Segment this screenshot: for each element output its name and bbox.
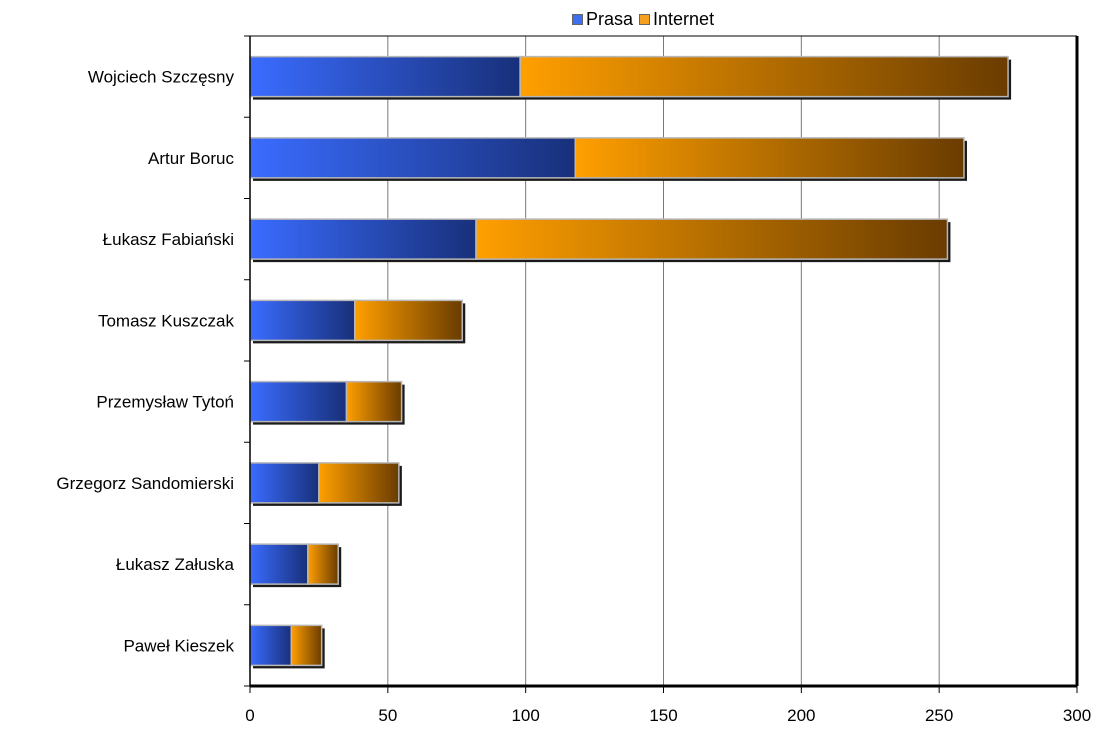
bar-prasa-3 — [249, 299, 356, 342]
x-tick-label: 250 — [925, 706, 953, 725]
y-tick-label: Artur Boruc — [148, 149, 234, 168]
bar-internet-4 — [345, 380, 403, 423]
x-tick-label: 50 — [378, 706, 397, 725]
x-tick-label: 0 — [245, 706, 254, 725]
bar-prasa-5 — [249, 462, 320, 504]
y-tick-label: Grzegorz Sandomierski — [56, 474, 234, 493]
bar-internet-6 — [307, 543, 339, 585]
y-axis-labels: Wojciech Szczęsny Artur Boruc Łukasz Fabia… — [56, 68, 234, 656]
bar-internet-2 — [475, 218, 949, 260]
bar-prasa-7 — [249, 624, 293, 667]
legend-item-prasa: Prasa — [572, 9, 633, 30]
bars — [249, 55, 1009, 667]
legend-swatch-prasa — [572, 13, 583, 25]
y-tick-label: Tomasz Kuszczak — [98, 311, 235, 330]
y-tick-label: Łukasz Fabiański — [103, 230, 234, 249]
y-tick-label: Paweł Kieszek — [123, 636, 234, 655]
gridlines — [387, 36, 940, 686]
bar-internet-7 — [290, 624, 323, 667]
bar-prasa-4 — [249, 380, 348, 423]
bar-prasa-1 — [249, 137, 577, 179]
chart-legend: Prasa Internet — [572, 7, 720, 31]
x-tick-label: 300 — [1063, 706, 1091, 725]
bar-prasa-6 — [249, 543, 309, 585]
x-tick-label: 150 — [649, 706, 677, 725]
y-tick-label: Wojciech Szczęsny — [88, 68, 235, 87]
legend-label-prasa: Prasa — [586, 8, 634, 29]
legend-item-internet: Internet — [639, 9, 714, 30]
plot-frame — [244, 35, 1079, 693]
legend-swatch-internet — [639, 13, 651, 25]
bar-internet-5 — [318, 462, 400, 504]
x-tick-label: 100 — [511, 706, 539, 725]
bar-internet-3 — [354, 299, 464, 342]
y-tick-label: Łukasz Załuska — [116, 555, 235, 574]
bar-internet-0 — [519, 55, 1009, 98]
bar-prasa-2 — [249, 218, 477, 260]
bar-internet-1 — [574, 137, 965, 179]
y-tick-label: Przemysław Tytoń — [96, 393, 234, 412]
bar-prasa-0 — [249, 55, 521, 98]
legend-label-internet: Internet — [653, 8, 715, 29]
x-tick-label: 200 — [787, 706, 815, 725]
x-axis-labels: 0 50 100 150 200 250 300 — [245, 706, 1091, 725]
